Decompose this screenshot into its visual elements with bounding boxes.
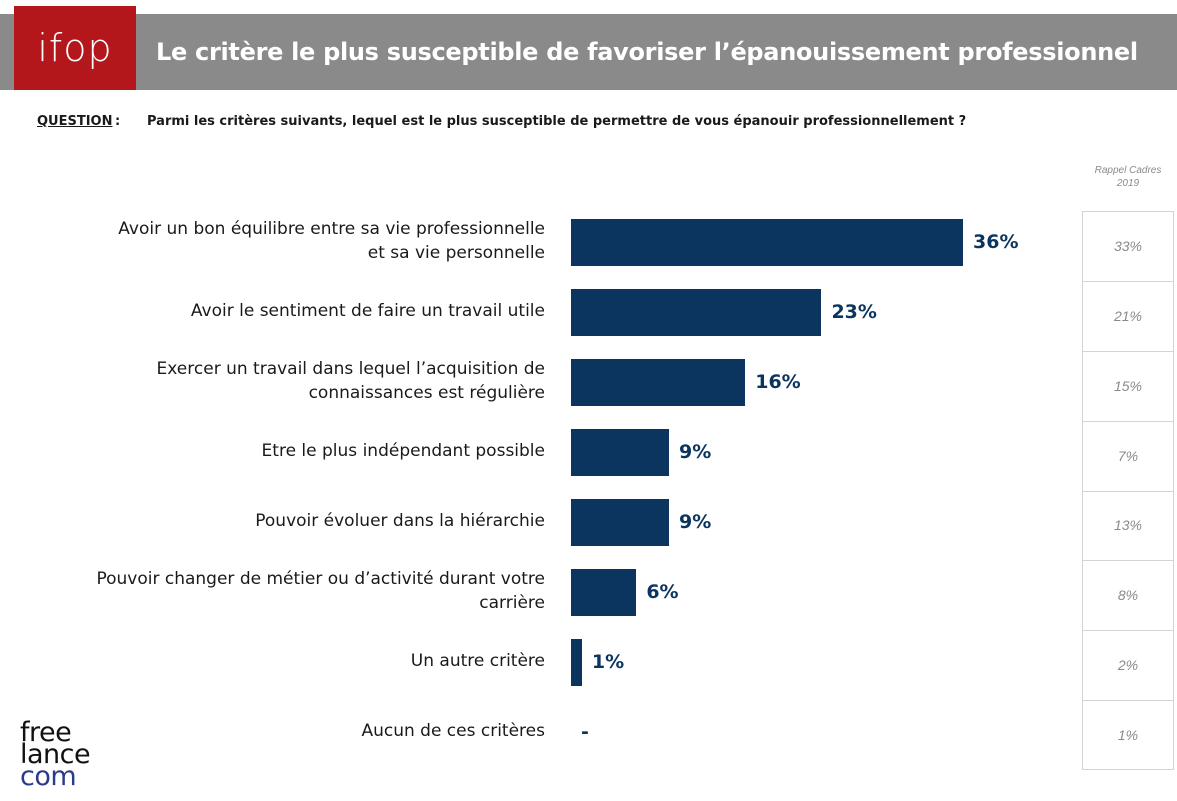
- category-label: Un autre critère: [410, 650, 545, 671]
- recall-value: 13%: [1113, 517, 1143, 534]
- bar: [571, 569, 637, 616]
- page-title: Le critère le plus susceptible de favori…: [156, 38, 1138, 66]
- ifop-logo: ifop: [14, 6, 136, 90]
- recall-separator: [1083, 350, 1173, 352]
- question-label: QUESTION: [37, 114, 113, 129]
- bar: [571, 429, 669, 476]
- bar: [571, 289, 822, 336]
- recall-value: 15%: [1113, 377, 1143, 394]
- bar: [571, 359, 746, 406]
- category-label: Pouvoir changer de métier ou d’activité …: [96, 568, 545, 613]
- recall-table: 33% 21% 15% 7% 13% 8% 2% 1%: [1082, 211, 1174, 770]
- question-colon: :: [115, 114, 121, 129]
- recall-separator: [1083, 280, 1173, 282]
- recall-separator: [1083, 490, 1173, 492]
- recall-value: 33%: [1113, 237, 1143, 254]
- recall-header: Rappel Cadres 2019: [1082, 164, 1174, 190]
- recall-value: 21%: [1113, 307, 1143, 324]
- value-label: 16%: [755, 371, 801, 393]
- bar: [571, 639, 582, 686]
- category-label: Avoir le sentiment de faire un travail u…: [190, 300, 545, 321]
- category-label: Etre le plus indépendant possible: [261, 440, 545, 461]
- value-label: 23%: [831, 301, 877, 323]
- recall-separator: [1083, 420, 1173, 422]
- category-label: Aucun de ces critères: [361, 720, 545, 741]
- header-bar: [0, 14, 1177, 90]
- recall-separator: [1083, 630, 1173, 632]
- question-text: Parmi les critères suivants, lequel est …: [147, 114, 967, 129]
- recall-value: 7%: [1117, 447, 1139, 464]
- bar: [571, 499, 669, 546]
- value-label: 36%: [973, 231, 1019, 253]
- value-label: 9%: [679, 441, 712, 463]
- value-label: 9%: [679, 511, 712, 533]
- category-label: Avoir un bon équilibre entre sa vie prof…: [118, 218, 545, 263]
- freelancecom-logo: free lance com: [20, 717, 91, 792]
- recall-separator: [1083, 560, 1173, 562]
- recall-header-title: Rappel Cadres: [1094, 165, 1162, 176]
- recall-header-year: 2019: [1116, 178, 1140, 189]
- value-label: 6%: [646, 581, 679, 603]
- category-label: Exercer un travail dans lequel l’acquisi…: [156, 358, 545, 403]
- recall-value: 8%: [1117, 587, 1139, 604]
- category-label: Pouvoir évoluer dans la hiérarchie: [255, 510, 545, 531]
- recall-value: 1%: [1117, 727, 1139, 744]
- value-label: 1%: [591, 651, 625, 673]
- recall-value: 2%: [1117, 657, 1139, 674]
- bar: [571, 219, 963, 266]
- value-label: -: [581, 721, 589, 743]
- recall-separator: [1083, 700, 1173, 702]
